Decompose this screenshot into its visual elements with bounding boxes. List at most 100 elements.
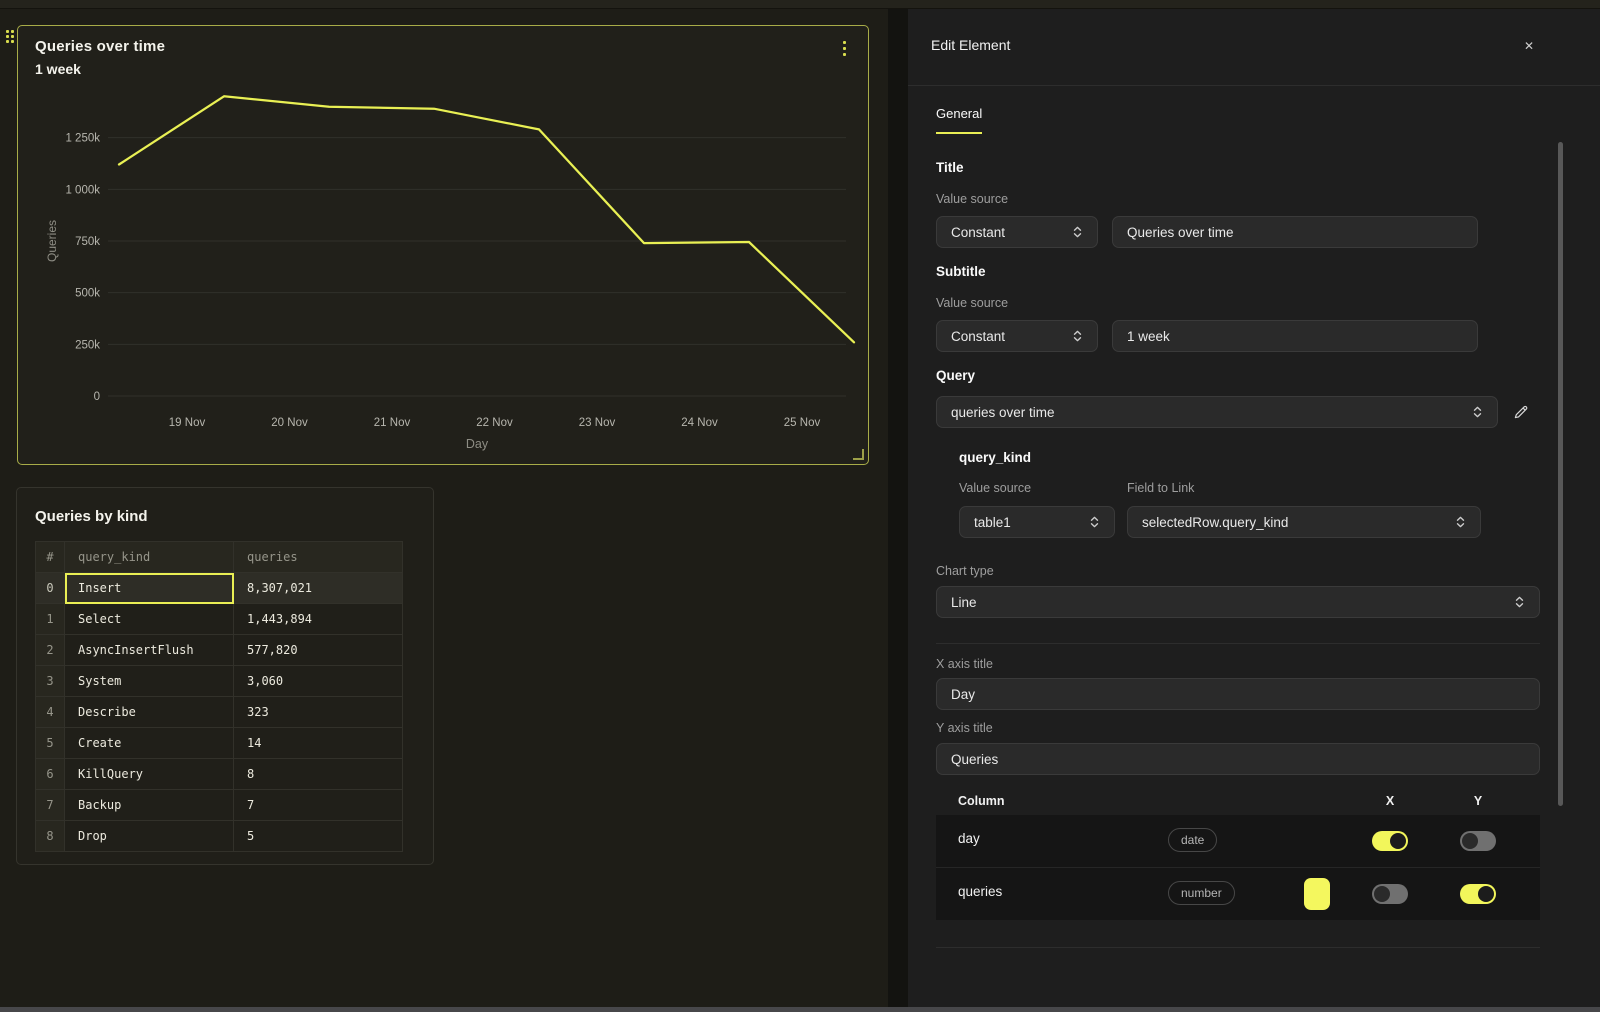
x-axis-toggle[interactable] xyxy=(1372,884,1408,904)
column-row-queries: queries number xyxy=(936,868,1540,920)
y-axis-title-input[interactable]: Queries xyxy=(936,743,1540,775)
tab-general[interactable]: General xyxy=(936,106,983,134)
y-tick-label: 0 xyxy=(94,391,100,403)
widget-menu-icon[interactable] xyxy=(838,39,850,58)
queries-by-kind-table: # query_kind queries 0 Insert 8,307,021 1 Se… xyxy=(35,541,403,852)
table-cell[interactable]: 8,307,021 xyxy=(233,572,403,604)
y-axis-toggle[interactable] xyxy=(1460,884,1496,904)
title-value-source-label: Value source xyxy=(936,192,1009,206)
x-axis-title-label: X axis title xyxy=(936,657,993,671)
x-column-header: X xyxy=(1385,794,1395,808)
x-tick-label: 22 Nov xyxy=(476,417,513,429)
table-cell[interactable]: 4 xyxy=(35,696,65,728)
table-cell[interactable]: 5 xyxy=(35,727,65,759)
table-cell[interactable]: 0 xyxy=(35,572,65,604)
chart-title: Queries over time xyxy=(35,38,166,55)
field-to-link-label: Field to Link xyxy=(1127,481,1195,495)
top-bar xyxy=(0,0,1600,9)
table-cell[interactable]: 7 xyxy=(233,789,403,821)
close-icon[interactable]: ✕ xyxy=(1520,35,1538,57)
chart-widget[interactable]: 0 250k 500k 750k 1 000k 1 250k 19 Nov 20 Nov 21 … xyxy=(17,25,869,465)
x-tick-label: 23 Nov xyxy=(579,417,616,429)
table-cell[interactable]: 5 xyxy=(233,820,403,852)
query-kind-source-select[interactable]: table1 xyxy=(959,506,1115,538)
x-axis-title-input[interactable]: Day xyxy=(936,678,1540,710)
dashboard-canvas: 0 250k 500k 750k 1 000k 1 250k 19 Nov 20 Nov 21 … xyxy=(0,9,888,1007)
x-tick-label: 25 Nov xyxy=(784,417,821,429)
x-axis-toggle[interactable] xyxy=(1372,831,1408,851)
drag-handle-icon[interactable] xyxy=(6,30,16,46)
column-type-badge: date xyxy=(1168,828,1218,852)
table-cell[interactable]: AsyncInsertFlush xyxy=(64,634,234,666)
y-tick-label: 1 250k xyxy=(65,133,100,145)
x-axis-title: Day xyxy=(466,437,489,451)
table-row[interactable]: 7 Backup 7 xyxy=(35,789,403,821)
table-cell[interactable]: 577,820 xyxy=(233,634,403,666)
chevron-up-down-icon xyxy=(1456,516,1465,528)
x-tick-label: 21 Nov xyxy=(374,417,411,429)
column-name: day xyxy=(958,831,980,846)
table-cell[interactable]: 3 xyxy=(35,665,65,697)
table-cell[interactable]: 8 xyxy=(233,758,403,790)
table-row[interactable]: 5 Create 14 xyxy=(35,727,403,759)
query-select[interactable]: queries over time xyxy=(936,396,1498,428)
table-cell[interactable]: 14 xyxy=(233,727,403,759)
y-axis-toggle[interactable] xyxy=(1460,831,1496,851)
table-row[interactable]: 0 Insert 8,307,021 xyxy=(35,572,403,604)
table-cell[interactable]: 323 xyxy=(233,696,403,728)
subtitle-section-label: Subtitle xyxy=(936,264,986,279)
table-cell[interactable]: 1,443,894 xyxy=(233,603,403,635)
chart-type-label: Chart type xyxy=(936,564,994,578)
table-row[interactable]: 1 Select 1,443,894 xyxy=(35,603,403,635)
panel-title: Edit Element xyxy=(931,37,1011,53)
table-cell[interactable]: Insert xyxy=(64,572,234,604)
table-cell[interactable]: 8 xyxy=(35,820,65,852)
x-tick-label: 19 Nov xyxy=(169,417,206,429)
table-cell[interactable]: 6 xyxy=(35,758,65,790)
title-source-select[interactable]: Constant xyxy=(936,216,1098,248)
chevron-up-down-icon xyxy=(1473,406,1482,418)
subtitle-value-input[interactable]: 1 week xyxy=(1112,320,1478,352)
table-row[interactable]: 4 Describe 323 xyxy=(35,696,403,728)
column-header-index[interactable]: # xyxy=(35,541,65,573)
query-kind-label: query_kind xyxy=(959,450,1032,465)
column-type-badge: number xyxy=(1168,881,1235,905)
y-tick-label: 500k xyxy=(75,288,100,300)
table-cell[interactable]: Describe xyxy=(64,696,234,728)
table-cell[interactable]: 2 xyxy=(35,634,65,666)
table-cell[interactable]: 1 xyxy=(35,603,65,635)
table-cell[interactable]: KillQuery xyxy=(64,758,234,790)
y-tick-label: 250k xyxy=(75,339,100,351)
column-header-kind[interactable]: query_kind xyxy=(64,541,234,573)
section-divider xyxy=(936,947,1540,948)
table-row[interactable]: 3 System 3,060 xyxy=(35,665,403,697)
y-tick-label: 750k xyxy=(75,236,100,248)
edit-query-pencil-icon[interactable] xyxy=(1512,403,1530,421)
section-divider xyxy=(936,643,1540,644)
table-cell[interactable]: Drop xyxy=(64,820,234,852)
table-cell[interactable]: 7 xyxy=(35,789,65,821)
table-cell[interactable]: 3,060 xyxy=(233,665,403,697)
table-row[interactable]: 8 Drop 5 xyxy=(35,820,403,852)
query-section-label: Query xyxy=(936,368,976,383)
subtitle-value-source-label: Value source xyxy=(936,296,1009,310)
y-axis-title: Queries xyxy=(45,220,59,262)
table-cell[interactable]: System xyxy=(64,665,234,697)
edit-element-panel: Edit Element ✕ General Title Value sourc… xyxy=(908,9,1600,1007)
title-value-input[interactable]: Queries over time xyxy=(1112,216,1478,248)
column-header-queries[interactable]: queries xyxy=(233,541,403,573)
table-row[interactable]: 6 KillQuery 8 xyxy=(35,758,403,790)
table-cell[interactable]: Backup xyxy=(64,789,234,821)
canvas-panel-divider xyxy=(888,9,908,1007)
subtitle-source-select[interactable]: Constant xyxy=(936,320,1098,352)
table-cell[interactable]: Select xyxy=(64,603,234,635)
columns-table-header: Column X Y xyxy=(936,788,1540,815)
table-cell[interactable]: Create xyxy=(64,727,234,759)
chart-type-select[interactable]: Line xyxy=(936,586,1540,618)
panel-scrollbar[interactable] xyxy=(1558,142,1563,806)
y-axis-title-label: Y axis title xyxy=(936,721,993,735)
series-color-swatch[interactable] xyxy=(1304,878,1330,910)
table-row[interactable]: 2 AsyncInsertFlush 577,820 xyxy=(35,634,403,666)
field-to-link-select[interactable]: selectedRow.query_kind xyxy=(1127,506,1481,538)
resize-handle-icon[interactable] xyxy=(853,449,864,460)
